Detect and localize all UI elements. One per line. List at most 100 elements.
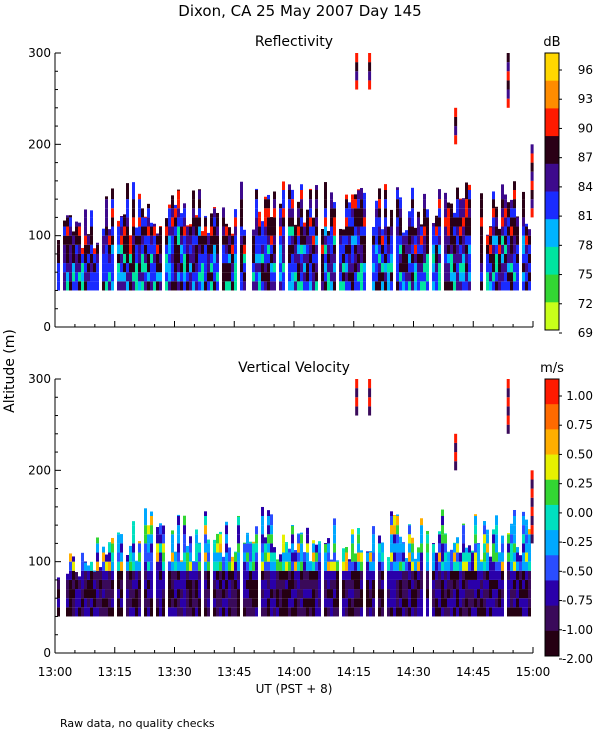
- heatmap-cell: [183, 552, 186, 562]
- heatmap-cell: [270, 516, 273, 526]
- heatmap-cell: [315, 263, 318, 273]
- heatmap-cell: [396, 579, 399, 590]
- heatmap-cell: [456, 552, 459, 562]
- heatmap-cell: [66, 281, 69, 291]
- heatmap-cell: [204, 525, 207, 535]
- heatmap-cell: [72, 561, 75, 571]
- heatmap-cell: [144, 570, 147, 580]
- heatmap-cell: [300, 199, 303, 209]
- heatmap-cell: [516, 244, 519, 254]
- heatmap-cell: [522, 235, 525, 245]
- heatmap-cell: [405, 230, 408, 236]
- heatmap-cell: [78, 235, 81, 245]
- heatmap-cell: [273, 244, 276, 254]
- heatmap-cell: [267, 561, 270, 571]
- heatmap-cell: [102, 598, 105, 608]
- heatmap-cell: [150, 598, 153, 608]
- heatmap-cell: [210, 213, 213, 218]
- heatmap-cell: [234, 552, 237, 562]
- heatmap-cell: [216, 607, 219, 617]
- heatmap-cell: [507, 607, 510, 617]
- heatmap-cell: [78, 244, 81, 254]
- heatmap-cell: [411, 552, 414, 562]
- heatmap-cell: [318, 552, 321, 562]
- heatmap-cell: [396, 217, 399, 227]
- heatmap-cell: [408, 534, 411, 544]
- heatmap-cell: [288, 570, 291, 580]
- heatmap-cell: [282, 579, 285, 590]
- heatmap-cell: [156, 244, 159, 254]
- heatmap-cell: [270, 514, 273, 516]
- heatmap-cell: [324, 607, 327, 617]
- heatmap-cell: [492, 281, 495, 291]
- heatmap-cell: [141, 217, 144, 227]
- heatmap-cell: [192, 561, 195, 571]
- heatmap-cell: [273, 547, 276, 553]
- heatmap-cell: [399, 235, 402, 245]
- heatmap-cell: [66, 217, 69, 227]
- heatmap-cell: [465, 199, 468, 209]
- heatmap-cell: [273, 226, 276, 236]
- heatmap-cell: [303, 253, 306, 264]
- heatmap-cell: [78, 589, 81, 599]
- heatmap-cell: [84, 244, 87, 254]
- heatmap-cell: [393, 589, 396, 599]
- heatmap-cell: [381, 229, 384, 236]
- colorbar-swatch: [545, 555, 559, 581]
- heatmap-cell: [378, 561, 381, 571]
- heatmap-cell: [396, 543, 399, 553]
- heatmap-cell: [111, 543, 114, 553]
- heatmap-cell: [327, 579, 330, 590]
- heatmap-cell: [252, 272, 255, 282]
- heatmap-cell: [252, 541, 255, 544]
- heatmap-cell: [498, 579, 501, 590]
- heatmap-cell: [486, 263, 489, 273]
- heatmap-cell: [150, 253, 153, 264]
- heatmap-cell: [270, 253, 273, 264]
- heatmap-cell: [459, 272, 462, 282]
- heatmap-cell: [69, 598, 72, 608]
- heatmap-cell: [378, 570, 381, 580]
- heatmap-cell: [426, 561, 429, 571]
- heatmap-cell: [264, 552, 267, 562]
- heatmap-cell: [420, 253, 423, 264]
- heatmap-cell: [303, 222, 306, 227]
- heatmap-cell: [270, 534, 273, 544]
- heatmap-cell: [225, 607, 228, 617]
- heatmap-cell: [330, 607, 333, 617]
- heatmap-cell: [522, 253, 525, 264]
- velocity-title: Vertical Velocity: [238, 360, 350, 376]
- heatmap-cell: [495, 561, 498, 571]
- heatmap-cell: [168, 244, 171, 254]
- heatmap-cell: [120, 244, 123, 254]
- heatmap-cell: [516, 216, 519, 218]
- heatmap-cell: [348, 208, 351, 218]
- heatmap-cell: [216, 226, 219, 236]
- heatmap-cell: [530, 171, 534, 181]
- heatmap-cell: [291, 190, 294, 200]
- heatmap-cell: [372, 244, 375, 254]
- heatmap-cell: [117, 579, 120, 590]
- heatmap-cell: [456, 598, 459, 608]
- heatmap-cell: [393, 543, 396, 553]
- heatmap-cell: [324, 235, 327, 245]
- heatmap-cell: [525, 598, 528, 608]
- heatmap-cell: [237, 515, 240, 517]
- heatmap-cell: [300, 579, 303, 590]
- heatmap-cell: [375, 263, 378, 273]
- heatmap-cell: [522, 552, 525, 562]
- heatmap-cell: [204, 579, 207, 590]
- heatmap-cell: [138, 199, 141, 209]
- heatmap-cell: [195, 561, 198, 571]
- heatmap-cell: [237, 525, 240, 535]
- heatmap-cell: [90, 598, 93, 608]
- heatmap-cell: [417, 579, 420, 590]
- heatmap-cell: [381, 281, 384, 291]
- heatmap-cell: [354, 598, 357, 608]
- heatmap-cell: [57, 579, 60, 590]
- heatmap-cell: [240, 253, 243, 264]
- heatmap-cell: [216, 281, 219, 291]
- heatmap-cell: [72, 281, 75, 291]
- heatmap-cell: [96, 253, 99, 264]
- heatmap-cell: [198, 542, 201, 544]
